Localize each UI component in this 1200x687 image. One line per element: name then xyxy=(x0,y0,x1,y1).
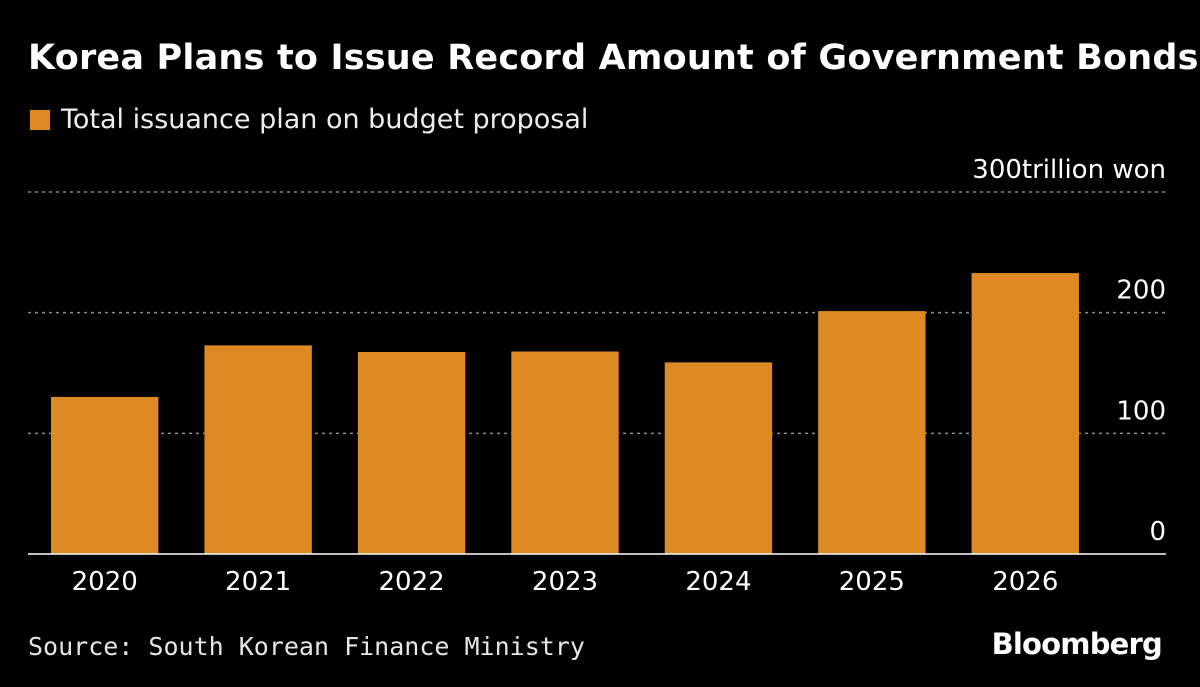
legend-label: Total issuance plan on budget proposal xyxy=(61,104,589,135)
bar-2026 xyxy=(971,273,1079,554)
legend: Total issuance plan on budget proposal xyxy=(30,104,588,135)
x-tick-label: 2024 xyxy=(685,567,751,597)
legend-swatch xyxy=(30,109,50,130)
x-tick-label: 2023 xyxy=(532,567,598,597)
y-tick-label: 300trillion won xyxy=(972,155,1166,185)
x-tick-label: 2025 xyxy=(839,567,905,597)
bar-2021 xyxy=(204,345,312,554)
chart-title: Korea Plans to Issue Record Amount of Go… xyxy=(28,38,1199,78)
x-tick-label: 2021 xyxy=(225,567,291,597)
bar-2022 xyxy=(357,352,466,554)
y-tick-label: 0 xyxy=(1149,517,1166,547)
x-tick-label: 2020 xyxy=(72,567,138,597)
bar-2023 xyxy=(511,351,619,554)
x-tick-label: 2022 xyxy=(378,567,444,597)
source-note: Source: South Korean Finance Ministry xyxy=(28,632,585,661)
x-tick-label: 2026 xyxy=(992,567,1058,597)
bar-2025 xyxy=(818,311,926,554)
bar-2020 xyxy=(51,396,159,554)
bar-2024 xyxy=(664,362,773,554)
y-tick-label: 200 xyxy=(1116,276,1166,306)
y-tick-label: 100 xyxy=(1116,396,1166,426)
bloomberg-logo: Bloomberg xyxy=(991,627,1163,661)
